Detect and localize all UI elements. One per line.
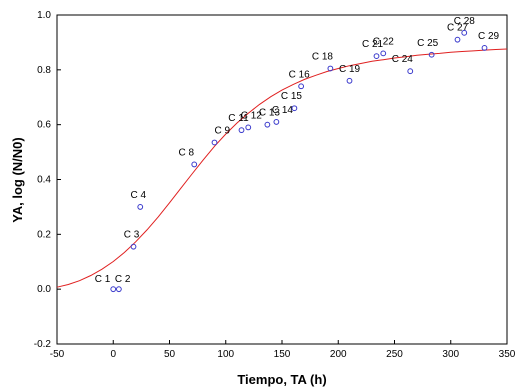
x-axis-title: Tiempo, TA (h) [237,372,326,387]
data-point [428,51,435,58]
y-tick-label: 1.0 [37,10,51,21]
data-point [137,204,144,210]
data-point [481,45,488,51]
data-point [273,119,280,125]
data-point [110,286,117,293]
point-label: C 1 [95,274,111,285]
plot-frame [56,14,508,345]
point-label: C 9 [215,125,231,136]
data-point [327,65,334,72]
y-tick-label: 0.0 [37,284,51,295]
data-point [238,127,245,134]
x-tick-label: 0 [110,349,116,360]
y-axis-title: YA, log (N/N0) [10,137,25,222]
x-tick-label: -50 [50,349,65,360]
y-tick-label: -0.2 [34,339,52,350]
point-label: C 11 [228,113,249,124]
x-tick-label: 250 [386,349,403,360]
x-tick-label: 350 [499,349,516,360]
point-label: C 24 [392,54,414,65]
x-tick-label: 100 [217,349,234,360]
point-label: C 14 [272,105,294,116]
data-point [298,83,305,90]
fit-curve-layer [56,48,508,288]
point-label: C 21 [362,39,384,50]
x-tick-label: 150 [274,349,291,360]
point-label: C 18 [312,51,334,62]
point-label: C 28 [454,16,476,27]
point-label: C 22 [373,36,395,47]
data-point [130,243,137,250]
data-point [461,29,468,36]
data-point [245,124,252,131]
y-tick-label: 0.6 [37,120,51,131]
point-label: C 3 [124,230,140,241]
point-label: C 12 [241,110,263,121]
x-tick-label: 200 [330,349,347,360]
data-point [264,121,271,128]
data-point [454,36,461,43]
point-label: C 29 [478,31,500,42]
y-tick-label: 0.4 [37,175,51,186]
y-tick-label: 0.2 [37,229,51,240]
data-point [407,68,414,75]
point-label: C 16 [289,69,311,80]
points-layer: C 1 C 2 C 3 C 4 C 8 C 9C 11C 12C 13C 14 C 15 C … [95,16,500,293]
y-tick-label: 0.8 [37,65,51,76]
point-label: C 4 [130,190,146,201]
x-tick-label: 50 [164,349,176,360]
fit-curve [56,48,508,288]
point-label: C 25 [417,38,439,49]
x-tick-label: 300 [442,349,459,360]
ticks: -50 0 50 100 150 200 250 300 350 -0.2 0.0 0.2 0.4 0.6… [34,10,516,360]
data-point [191,161,198,168]
data-point [115,286,122,293]
point-label: C 13 [259,108,281,119]
data-point [211,139,218,146]
point-label: C 19 [339,64,361,75]
point-label: C 27 [447,23,469,34]
point-label: C 15 [281,91,303,102]
data-point [373,53,380,60]
data-point [346,77,353,84]
data-point [380,50,387,57]
point-label: C 2 [115,274,131,285]
point-label: C 8 [178,147,194,158]
data-point [291,105,298,112]
